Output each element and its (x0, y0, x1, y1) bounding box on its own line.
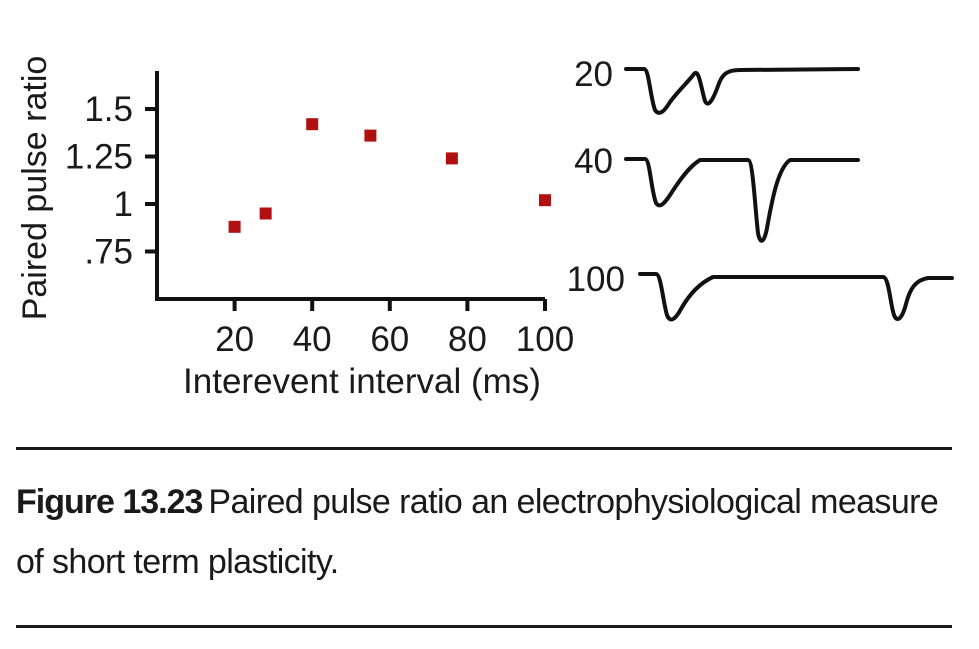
y-tick-label: 1 (114, 185, 133, 224)
trace-label-40: 40 (574, 142, 613, 181)
data-points (228, 118, 551, 233)
figure-panel: 20 40 60 80 100 .75 1 1.25 1.5 Interevent inter… (16, 55, 954, 401)
x-tick-label: 80 (448, 320, 487, 359)
plot-axes (155, 71, 545, 301)
y-tick-label: .75 (84, 233, 133, 272)
caption-rule-bottom (16, 625, 952, 628)
trace-100: 100 (567, 260, 954, 322)
trace-label-20: 20 (574, 55, 613, 94)
trace-line-100 (638, 272, 954, 322)
figure-caption: Figure 13.23 Paired pulse ratio an electr… (16, 472, 956, 592)
data-point (228, 220, 241, 233)
trace-line-40 (624, 157, 860, 243)
data-point (364, 129, 377, 142)
y-axis-label: Paired pulse ratio (16, 56, 54, 321)
x-axis-label: Interevent interval (ms) (183, 362, 541, 401)
x-ticks: 20 40 60 80 100 (215, 299, 574, 359)
trace-label-100: 100 (567, 260, 625, 299)
caption-text: Paired pulse ratio an electrophysiologic… (16, 483, 939, 581)
trace-line-20 (624, 67, 860, 115)
data-point (259, 207, 272, 220)
x-tick-label: 40 (293, 320, 332, 359)
y-tick-label: 1.5 (84, 90, 133, 129)
data-point (539, 194, 551, 207)
y-ticks: .75 1 1.25 1.5 (65, 90, 157, 272)
x-tick-label: 20 (215, 320, 254, 359)
trace-40: 40 (574, 142, 860, 243)
caption-label: Figure 13.23 (16, 483, 203, 521)
trace-20: 20 (574, 55, 860, 115)
x-tick-label: 60 (370, 320, 409, 359)
caption-rule-top (16, 447, 952, 450)
data-point (445, 152, 458, 165)
y-tick-label: 1.25 (65, 138, 133, 177)
data-point (306, 118, 319, 131)
x-tick-label: 100 (516, 320, 574, 359)
